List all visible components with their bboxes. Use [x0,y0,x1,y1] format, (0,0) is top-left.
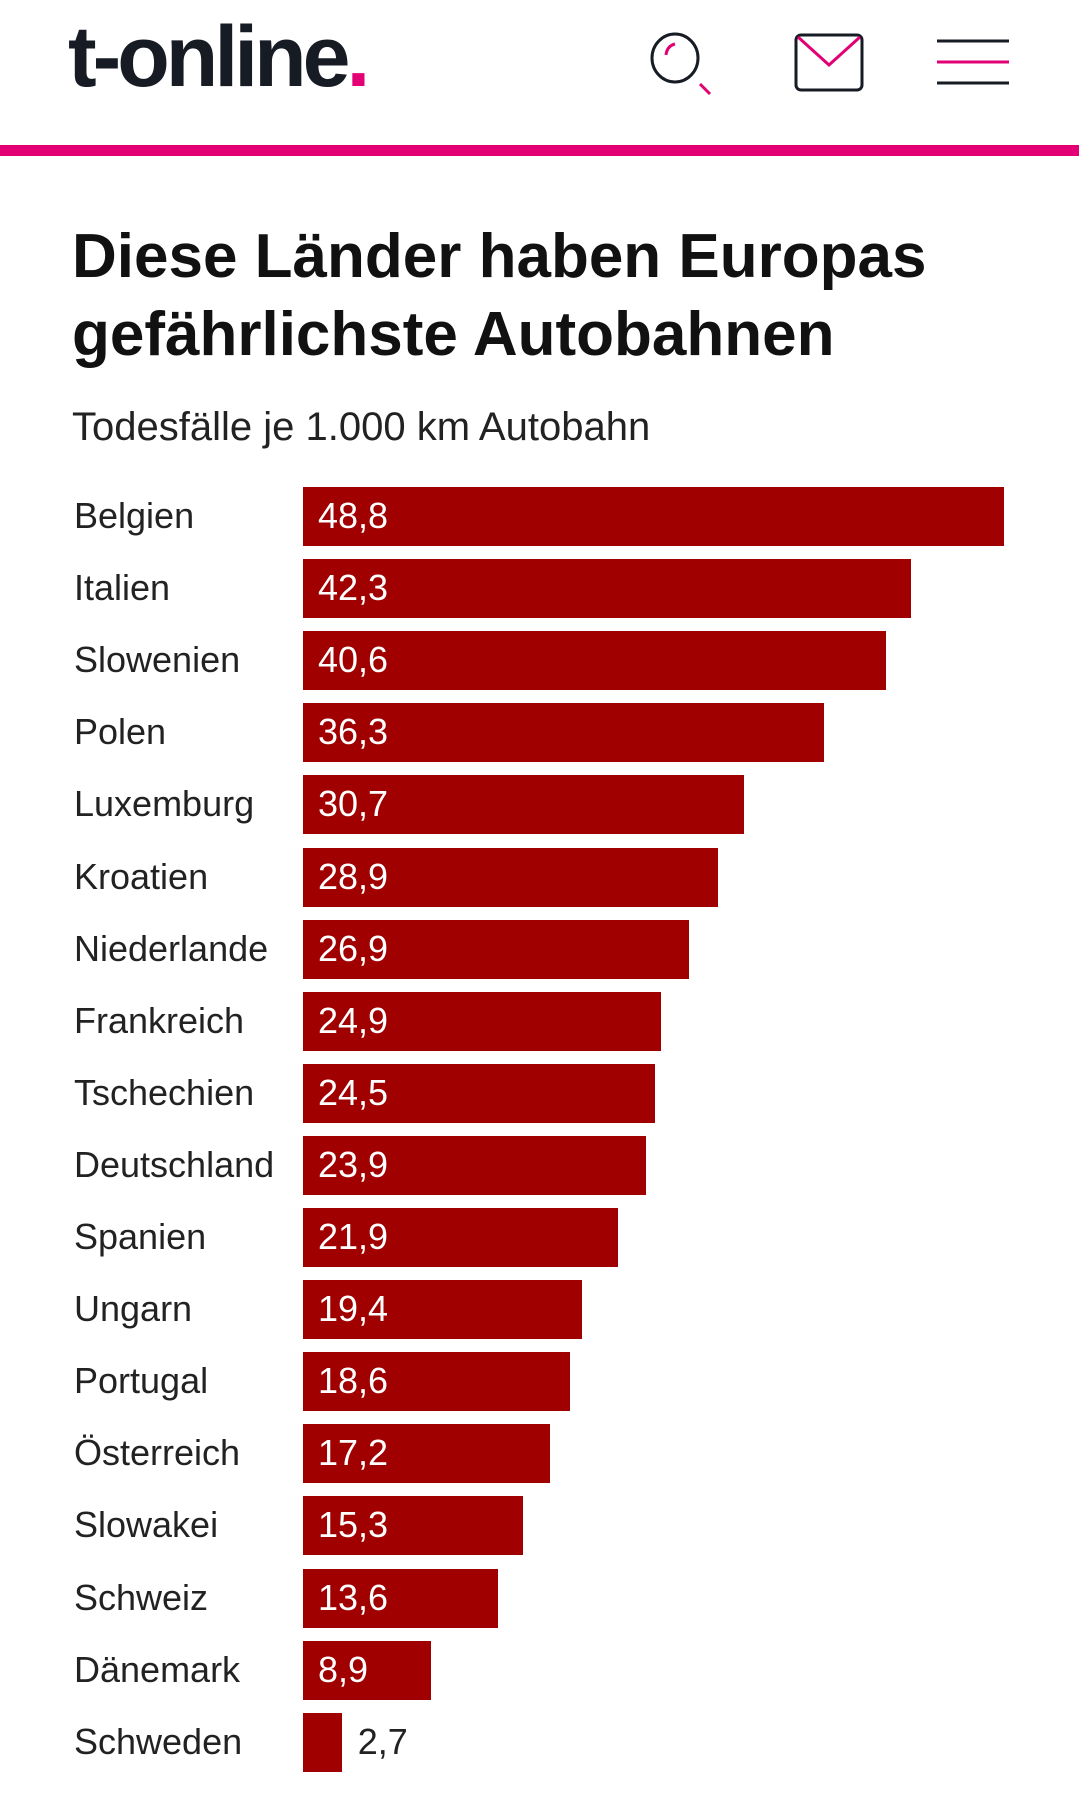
logo[interactable]: t-online. [68,14,370,100]
bar [303,487,1004,546]
value-label: 40,6 [318,639,389,681]
category-label: Belgien [74,495,195,536]
bar-row: Schweiz 13,6 [0,1568,1079,1628]
bar-row: Niederlande 26,9 [0,919,1079,979]
category-label: Polen [74,711,167,753]
bar-row: Tschechien 24,5 [0,1063,1079,1123]
chart-subtitle: Todesfälle je 1.000 km Autobahn [72,405,651,449]
category-label: Slowenien [74,639,241,681]
bar-row: Italien 42,3 [0,559,1079,619]
bar-row: Slowenien 40,6 [0,631,1079,691]
bar [303,1640,431,1700]
category-label: Niederlande [74,927,269,969]
value-label: 26,9 [318,927,389,969]
chart-title: Diese Länder haben Europas gefährlichste… [72,222,927,369]
bar [303,1063,655,1123]
value-label: 24,9 [318,999,389,1041]
category-label: Spanien [74,1216,207,1257]
value-label: 15,3 [318,1504,389,1546]
bar [303,631,887,691]
value-label: 30,7 [318,783,389,825]
value-label: 42,3 [318,567,389,609]
bar-row: Slowakei 15,3 [0,1496,1079,1556]
mail-icon[interactable] [794,33,864,93]
bar [303,1280,582,1340]
logo-dot: . [346,9,371,105]
bar-row: Portugal 18,6 [0,1352,1079,1412]
value-label: 28,9 [318,855,389,897]
bar-row: Deutschland 23,9 [0,1135,1079,1195]
value-label: 18,6 [318,1360,389,1402]
category-label: Ungarn [74,1288,193,1330]
category-label: Tschechien [74,1071,255,1113]
bar [303,1496,523,1556]
value-label: 13,6 [318,1576,389,1618]
value-label: 19,4 [318,1288,389,1330]
bar-row: Kroatien 28,9 [0,847,1079,907]
category-label: Luxemburg [74,783,255,825]
category-label: Schweden [74,1720,243,1762]
value-label: 24,5 [318,1071,389,1113]
bar-row: Spanien 21,9 [0,1208,1079,1267]
value-label: 2,7 [357,1720,408,1762]
bar [303,991,661,1051]
category-label: Schweiz [74,1576,209,1618]
bar-row: Luxemburg 30,7 [0,775,1079,835]
bar [303,847,719,907]
category-label: Italien [74,567,171,609]
category-label: Frankreich [74,999,245,1041]
bar [303,1568,499,1628]
bar-row: Ungarn 19,4 [0,1280,1079,1340]
bar [303,775,744,835]
category-label: Slowakei [74,1504,219,1546]
value-label: 48,8 [318,495,389,536]
category-label: Österreich [74,1432,241,1474]
category-label: Dänemark [74,1648,241,1690]
bar [303,703,825,763]
category-label: Portugal [74,1360,209,1402]
bar [303,1712,342,1772]
search-icon[interactable] [648,30,718,96]
header-accent-line [0,145,1079,156]
value-label: 23,9 [318,1143,389,1185]
value-label: 8,9 [318,1648,369,1690]
bar [303,1135,647,1195]
bar [303,1352,571,1412]
bar-row: Polen 36,3 [0,703,1079,763]
menu-icon[interactable] [937,38,1009,86]
value-label: 21,9 [318,1216,389,1257]
bar-row: Dänemark 8,9 [0,1640,1079,1700]
bar-row: Frankreich 24,9 [0,991,1079,1051]
bar [303,1424,551,1484]
bar-row: Schweden 2,7 [0,1712,1079,1772]
value-label: 17,2 [318,1432,389,1474]
bar [303,1208,618,1267]
bar-row: Österreich 17,2 [0,1424,1079,1484]
value-label: 36,3 [318,711,389,753]
category-label: Kroatien [74,855,209,897]
category-label: Deutschland [74,1143,275,1185]
bar-row: Belgien 48,8 [0,487,1079,546]
logo-text: t-online [68,9,350,105]
bar [303,559,911,619]
bar [303,919,690,979]
